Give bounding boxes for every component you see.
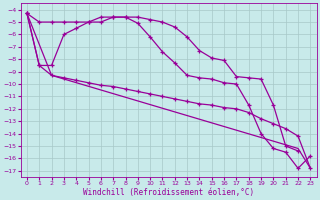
X-axis label: Windchill (Refroidissement éolien,°C): Windchill (Refroidissement éolien,°C) — [83, 188, 254, 197]
